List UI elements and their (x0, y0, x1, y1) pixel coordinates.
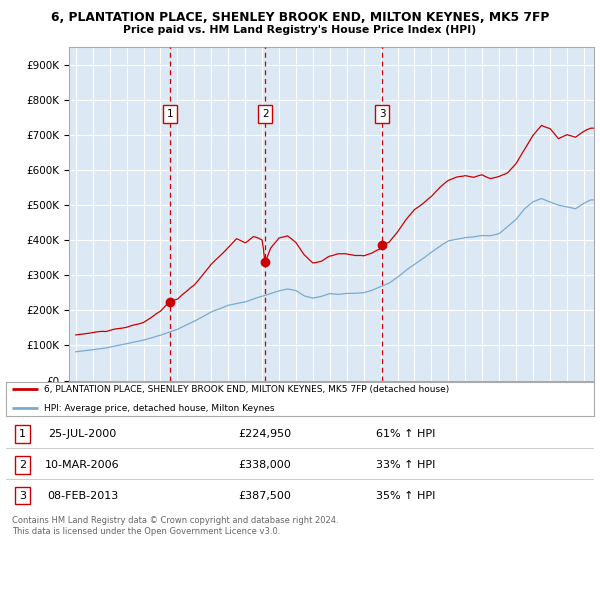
Text: 6, PLANTATION PLACE, SHENLEY BROOK END, MILTON KEYNES, MK5 7FP: 6, PLANTATION PLACE, SHENLEY BROOK END, … (51, 11, 549, 24)
Text: Price paid vs. HM Land Registry's House Price Index (HPI): Price paid vs. HM Land Registry's House … (124, 25, 476, 35)
Text: 1: 1 (167, 109, 173, 119)
Text: 2: 2 (19, 460, 26, 470)
Text: 10-MAR-2006: 10-MAR-2006 (45, 460, 120, 470)
Text: HPI: Average price, detached house, Milton Keynes: HPI: Average price, detached house, Milt… (44, 404, 275, 413)
Text: Contains HM Land Registry data © Crown copyright and database right 2024.
This d: Contains HM Land Registry data © Crown c… (12, 516, 338, 536)
Text: £224,950: £224,950 (238, 430, 291, 439)
Text: 6, PLANTATION PLACE, SHENLEY BROOK END, MILTON KEYNES, MK5 7FP (detached house): 6, PLANTATION PLACE, SHENLEY BROOK END, … (44, 385, 449, 394)
Text: 3: 3 (379, 109, 386, 119)
Text: £387,500: £387,500 (238, 491, 291, 500)
Text: 3: 3 (19, 491, 26, 500)
Text: 61% ↑ HPI: 61% ↑ HPI (376, 430, 436, 439)
Text: 1: 1 (19, 430, 26, 439)
Text: 33% ↑ HPI: 33% ↑ HPI (376, 460, 436, 470)
Text: £338,000: £338,000 (238, 460, 291, 470)
Text: 25-JUL-2000: 25-JUL-2000 (49, 430, 116, 439)
Text: 2: 2 (262, 109, 269, 119)
Text: 08-FEB-2013: 08-FEB-2013 (47, 491, 118, 500)
Text: 35% ↑ HPI: 35% ↑ HPI (376, 491, 436, 500)
